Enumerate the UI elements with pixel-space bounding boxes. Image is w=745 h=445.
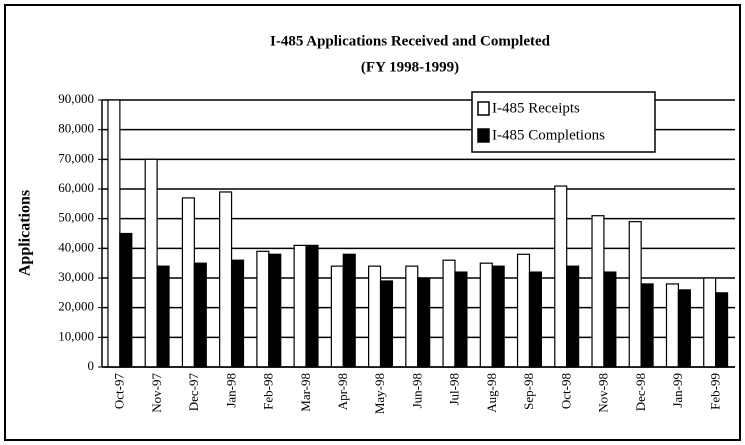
bar <box>454 271 468 368</box>
y-tick-label: 10,000 <box>58 328 94 343</box>
bar <box>144 158 158 368</box>
x-tick-label: Jun-98 <box>409 373 424 408</box>
x-tick-label: Apr-98 <box>335 373 350 410</box>
x-tick-label: Jul-98 <box>447 373 462 406</box>
bar <box>554 185 568 368</box>
bar <box>566 265 580 368</box>
x-tick-label: Nov-97 <box>149 373 164 413</box>
y-tick-label: 30,000 <box>58 269 94 284</box>
bar <box>628 221 642 368</box>
x-tick-label: Dec-97 <box>186 373 201 412</box>
bar <box>379 280 394 368</box>
bar <box>442 259 456 368</box>
bar <box>368 265 382 368</box>
x-tick-label: Nov-98 <box>596 373 611 413</box>
y-tick-label: 40,000 <box>58 239 94 254</box>
bar <box>703 277 717 368</box>
bar <box>119 232 133 368</box>
bar <box>417 277 431 368</box>
x-tick-label: Oct-97 <box>112 373 127 410</box>
bar <box>305 244 319 368</box>
y-tick-label: 60,000 <box>58 180 94 195</box>
x-tick-label: Oct-98 <box>558 373 573 409</box>
y-tick-label: 80,000 <box>58 121 94 136</box>
bar <box>715 292 729 368</box>
bar <box>479 262 493 368</box>
x-tick-label: May-98 <box>372 373 387 414</box>
bar <box>640 283 654 368</box>
x-tick-label: Feb-99 <box>707 373 722 410</box>
bar <box>293 244 307 368</box>
bar <box>405 265 419 368</box>
y-tick-label: 50,000 <box>58 210 94 225</box>
x-tick-label: Jan-99 <box>670 373 685 408</box>
bar <box>516 253 531 368</box>
bar <box>665 283 680 368</box>
y-axis-label: Applications <box>17 190 34 276</box>
y-tick-label: 0 <box>88 358 95 373</box>
x-tick-label: Dec-98 <box>633 373 648 411</box>
chart-title: I-485 Applications Received and Complete… <box>270 33 551 49</box>
bar <box>528 271 542 368</box>
bar <box>256 250 270 368</box>
x-tick-label: Feb-98 <box>261 373 276 410</box>
legend-label: I-485 Receipts <box>492 100 580 116</box>
legend-box <box>471 91 656 153</box>
x-tick-label: Aug-98 <box>484 373 499 413</box>
bar <box>230 259 245 368</box>
bar <box>181 197 195 368</box>
bar <box>677 289 691 368</box>
bar <box>193 262 207 368</box>
bar <box>268 253 282 368</box>
legend-swatch <box>477 101 490 116</box>
chart-subtitle: (FY 1998-1999) <box>361 59 459 75</box>
bar <box>342 253 356 368</box>
legend-swatch <box>477 128 490 143</box>
bar <box>330 265 344 368</box>
x-tick-label: Jan-98 <box>223 373 238 408</box>
bar <box>107 99 121 368</box>
bar <box>603 271 617 368</box>
bar <box>591 215 605 368</box>
x-tick-label: Sep-98 <box>521 373 536 410</box>
legend-label: I-485 Completions <box>492 127 605 143</box>
bar <box>219 191 233 368</box>
y-tick-label: 70,000 <box>58 150 94 165</box>
y-tick-label: 90,000 <box>58 91 94 106</box>
bar <box>491 265 505 368</box>
bar <box>156 265 170 368</box>
y-tick-label: 20,000 <box>58 299 94 314</box>
x-tick-label: Mar-98 <box>298 373 313 412</box>
